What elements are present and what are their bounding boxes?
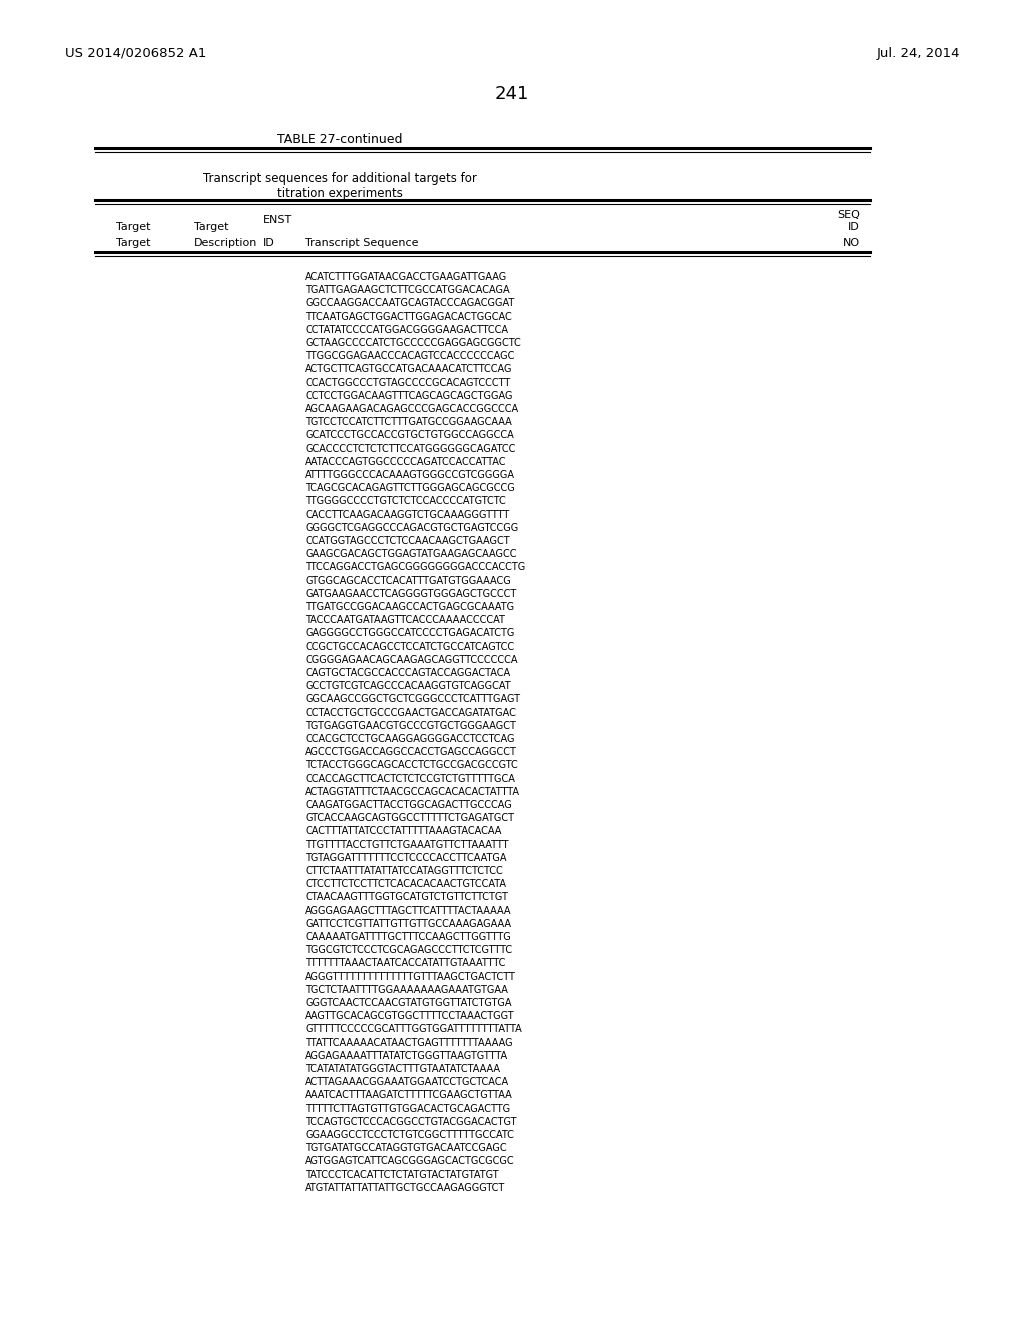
Text: CAGTGCTACGCCACCCAGTACCAGGACTACA: CAGTGCTACGCCACCCAGTACCAGGACTACA (305, 668, 510, 678)
Text: TGTGAGGTGAACGTGCCCGTGCTGGGAAGCT: TGTGAGGTGAACGTGCCCGTGCTGGGAAGCT (305, 721, 516, 731)
Text: CCACCAGCTTCACTCTCTCCGTCTGTTTTTGCA: CCACCAGCTTCACTCTCTCCGTCTGTTTTTGCA (305, 774, 515, 784)
Text: TGCTCTAATTTTGGAAAAAAAGAAATGTGAA: TGCTCTAATTTTGGAAAAAAAGAAATGTGAA (305, 985, 508, 995)
Text: TATCCCTCACATTCTCTATGTACTATGTATGT: TATCCCTCACATTCTCTATGTACTATGTATGT (305, 1170, 499, 1180)
Text: GTCACCAAGCAGTGGCCTTTTTCTGAGATGCT: GTCACCAAGCAGTGGCCTTTTTCTGAGATGCT (305, 813, 514, 824)
Text: GTTTTTCCCCCGCATTTGGTGGATTTTTTTTATTA: GTTTTTCCCCCGCATTTGGTGGATTTTTTTTATTA (305, 1024, 522, 1035)
Text: TTTTTCTTAGTGTTGTGGACACTGCAGACTTG: TTTTTCTTAGTGTTGTGGACACTGCAGACTTG (305, 1104, 510, 1114)
Text: NO: NO (843, 238, 860, 248)
Text: TCATATATATGGGTACTTTGTAATATCTAAAA: TCATATATATGGGTACTTTGTAATATCTAAAA (305, 1064, 500, 1074)
Text: TGTGATATGCCATAGGTGTGACAATCCGAGC: TGTGATATGCCATAGGTGTGACAATCCGAGC (305, 1143, 507, 1154)
Text: CACCTTCAAGACAAGGTCTGCAAAGGGTTTT: CACCTTCAAGACAAGGTCTGCAAAGGGTTTT (305, 510, 509, 520)
Text: TTGGCGGAGAACCCACAGTCCACCCCCCAGC: TTGGCGGAGAACCCACAGTCCACCCCCCAGC (305, 351, 514, 362)
Text: SEQ: SEQ (838, 210, 860, 220)
Text: GATTCCTCGTTATTGTTGTTGCCAAAGAGAAA: GATTCCTCGTTATTGTTGTTGCCAAAGAGAAA (305, 919, 511, 929)
Text: CCTACCTGCTGCCCGAACTGACCAGATATGAC: CCTACCTGCTGCCCGAACTGACCAGATATGAC (305, 708, 516, 718)
Text: ID: ID (263, 238, 274, 248)
Text: TGTCCTCCATCTTCTTTGATGCCGGAAGCAAA: TGTCCTCCATCTTCTTTGATGCCGGAAGCAAA (305, 417, 512, 428)
Text: AATACCCAGTGGCCCCCAGATCCACCATTAC: AATACCCAGTGGCCCCCAGATCCACCATTAC (305, 457, 507, 467)
Text: TTGATGCCGGACAAGCCACTGAGCGCAAATG: TTGATGCCGGACAAGCCACTGAGCGCAAATG (305, 602, 514, 612)
Text: ENST: ENST (263, 215, 292, 224)
Text: CGGGGAGAACAGCAAGAGCAGGTTCCCCCCA: CGGGGAGAACAGCAAGAGCAGGTTCCCCCCA (305, 655, 517, 665)
Text: TTCCAGGACCTGAGCGGGGGGGGACCCACCTG: TTCCAGGACCTGAGCGGGGGGGGACCCACCTG (305, 562, 525, 573)
Text: GTGGCAGCACCTCACATTTGATGTGGAAACG: GTGGCAGCACCTCACATTTGATGTGGAAACG (305, 576, 511, 586)
Text: GAGGGGCCTGGGCCATCCCCTGAGACATCTG: GAGGGGCCTGGGCCATCCCCTGAGACATCTG (305, 628, 514, 639)
Text: ATGTATTATTATTATTGCTGCCAAGAGGGTCT: ATGTATTATTATTATTGCTGCCAAGAGGGTCT (305, 1183, 505, 1193)
Text: ACTAGGTATTTCTAACGCCAGCACACACTATTTA: ACTAGGTATTTCTAACGCCAGCACACACTATTTA (305, 787, 520, 797)
Text: AGCAAGAAGACAGAGCCCGAGCACCGGCCCA: AGCAAGAAGACAGAGCCCGAGCACCGGCCCA (305, 404, 519, 414)
Text: Transcript Sequence: Transcript Sequence (305, 238, 419, 248)
Text: GCATCCCTGCCACCGTGCTGTGGCCAGGCCA: GCATCCCTGCCACCGTGCTGTGGCCAGGCCA (305, 430, 514, 441)
Text: GGGGCTCGAGGCCCAGACGTGCTGAGTCCGG: GGGGCTCGAGGCCCAGACGTGCTGAGTCCGG (305, 523, 518, 533)
Text: CAAGATGGACTTACCTGGCAGACTTGCCCAG: CAAGATGGACTTACCTGGCAGACTTGCCCAG (305, 800, 512, 810)
Text: AGGAGAAAATTTATATCTGGGTTAAGTGTTTA: AGGAGAAAATTTATATCTGGGTTAAGTGTTTA (305, 1051, 508, 1061)
Text: ID: ID (848, 222, 860, 232)
Text: CTTCTAATTTATATTATCCATAGGTTTCTCTCC: CTTCTAATTTATATTATCCATAGGTTTCTCTCC (305, 866, 503, 876)
Text: Target: Target (116, 238, 151, 248)
Text: GATGAAGAACCTCAGGGGTGGGAGCTGCCCT: GATGAAGAACCTCAGGGGTGGGAGCTGCCCT (305, 589, 516, 599)
Text: ACTGCTTCAGTGCCATGACAAACATCTTCCAG: ACTGCTTCAGTGCCATGACAAACATCTTCCAG (305, 364, 512, 375)
Text: ATTTTGGGCCCACAAAGTGGGCCGTCGGGGA: ATTTTGGGCCCACAAAGTGGGCCGTCGGGGA (305, 470, 515, 480)
Text: AAGTTGCACAGCGTGGCTTTTCCTAAACTGGT: AAGTTGCACAGCGTGGCTTTTCCTAAACTGGT (305, 1011, 515, 1022)
Text: CACTTTATTATCCCTATTTTTAAAGTACACAA: CACTTTATTATCCCTATTTTTAAAGTACACAA (305, 826, 502, 837)
Text: TGTAGGATTTTTTTCCTCCCCACCTTCAATGA: TGTAGGATTTTTTTCCTCCCCACCTTCAATGA (305, 853, 507, 863)
Text: AGTGGAGTCATTCAGCGGGAGCACTGCGCGC: AGTGGAGTCATTCAGCGGGAGCACTGCGCGC (305, 1156, 515, 1167)
Text: GCCTGTCGTCAGCCCACAAGGTGTCAGGCAT: GCCTGTCGTCAGCCCACAAGGTGTCAGGCAT (305, 681, 511, 692)
Text: GCTAAGCCCCATCTGCCCCCGAGGAGCGGCTC: GCTAAGCCCCATCTGCCCCCGAGGAGCGGCTC (305, 338, 521, 348)
Text: US 2014/0206852 A1: US 2014/0206852 A1 (65, 48, 207, 59)
Text: titration experiments: titration experiments (278, 187, 402, 201)
Text: CCTATATCCCCATGGACGGGGAAGACTTCCA: CCTATATCCCCATGGACGGGGAAGACTTCCA (305, 325, 508, 335)
Text: CCACTGGCCCTGTAGCCCCGCACAGTCCCTT: CCACTGGCCCTGTAGCCCCGCACAGTCCCTT (305, 378, 510, 388)
Text: CCGCTGCCACAGCCTCCATCTGCCATCAGTCC: CCGCTGCCACAGCCTCCATCTGCCATCAGTCC (305, 642, 514, 652)
Text: CCACGCTCCTGCAAGGAGGGGACCTCCTCAG: CCACGCTCCTGCAAGGAGGGGACCTCCTCAG (305, 734, 514, 744)
Text: 241: 241 (495, 84, 529, 103)
Text: TTGGGGCCCCTGTCTCTCCACCCCATGTCTC: TTGGGGCCCCTGTCTCTCCACCCCATGTCTC (305, 496, 506, 507)
Text: TABLE 27-continued: TABLE 27-continued (278, 133, 402, 147)
Text: TCAGCGCACAGAGTTCTTGGGAGCAGCGCCG: TCAGCGCACAGAGTTCTTGGGAGCAGCGCCG (305, 483, 515, 494)
Text: TGATTGAGAAGCTCTTCGCCATGGACACAGA: TGATTGAGAAGCTCTTCGCCATGGACACAGA (305, 285, 510, 296)
Text: Target: Target (194, 222, 228, 232)
Text: AGCCCTGGACCAGGCCACCTGAGCCAGGCCT: AGCCCTGGACCAGGCCACCTGAGCCAGGCCT (305, 747, 517, 758)
Text: GGAAGGCCTCCCTCTGTCGGCTTTTTGCCATC: GGAAGGCCTCCCTCTGTCGGCTTTTTGCCATC (305, 1130, 514, 1140)
Text: GGGTCAACTCCAACGTATGTGGTTATCTGTGA: GGGTCAACTCCAACGTATGTGGTTATCTGTGA (305, 998, 512, 1008)
Text: Target: Target (116, 222, 151, 232)
Text: Transcript sequences for additional targets for: Transcript sequences for additional targ… (203, 172, 477, 185)
Text: GGCAAGCCGGCTGCTCGGGCCCTCATTTGAGT: GGCAAGCCGGCTGCTCGGGCCCTCATTTGAGT (305, 694, 520, 705)
Text: TTATTCAAAAACATAACTGAGTTTTTTTAAAAG: TTATTCAAAAACATAACTGAGTTTTTTTAAAAG (305, 1038, 513, 1048)
Text: TACCCAATGATAAGTTCACCCAAAACCCCAT: TACCCAATGATAAGTTCACCCAAAACCCCAT (305, 615, 505, 626)
Text: TCTACCTGGGCAGCACCTCTGCCGACGCCGTC: TCTACCTGGGCAGCACCTCTGCCGACGCCGTC (305, 760, 518, 771)
Text: ACTTAGAAACGGAAATGGAATCCTGCTCACA: ACTTAGAAACGGAAATGGAATCCTGCTCACA (305, 1077, 509, 1088)
Text: CTAACAAGTTTGGTGCATGTCTGTTCTTCTGT: CTAACAAGTTTGGTGCATGTCTGTTCTTCTGT (305, 892, 508, 903)
Text: CAAAAATGATTTTGCTTTCCAAGCTTGGTTTG: CAAAAATGATTTTGCTTTCCAAGCTTGGTTTG (305, 932, 511, 942)
Text: TTCAATGAGCTGGACTTGGAGACACTGGCAC: TTCAATGAGCTGGACTTGGAGACACTGGCAC (305, 312, 512, 322)
Text: CCTCCTGGACAAGTTTCAGCAGCAGCTGGAG: CCTCCTGGACAAGTTTCAGCAGCAGCTGGAG (305, 391, 512, 401)
Text: GCACCCCTCTCTCTTCCATGGGGGGCAGATCC: GCACCCCTCTCTCTTCCATGGGGGGCAGATCC (305, 444, 515, 454)
Text: TCCAGTGCTCCCACGGCCTGTACGGACACTGT: TCCAGTGCTCCCACGGCCTGTACGGACACTGT (305, 1117, 516, 1127)
Text: AAATCACTTTAAGATCTTTTTCGAAGCTGTTAA: AAATCACTTTAAGATCTTTTTCGAAGCTGTTAA (305, 1090, 513, 1101)
Text: GGCCAAGGACCAATGCAGTACCCAGACGGAT: GGCCAAGGACCAATGCAGTACCCAGACGGAT (305, 298, 514, 309)
Text: CTCCTTCTCCTTCTCACACACAACTGTCCATA: CTCCTTCTCCTTCTCACACACAACTGTCCATA (305, 879, 506, 890)
Text: CCATGGTAGCCCTCTCCAACAAGCTGAAGCT: CCATGGTAGCCCTCTCCAACAAGCTGAAGCT (305, 536, 510, 546)
Text: Description: Description (194, 238, 257, 248)
Text: AGGGTTTTTTTTTTTTTTGTTTAAGCTGACTCTT: AGGGTTTTTTTTTTTTTTGTTTAAGCTGACTCTT (305, 972, 516, 982)
Text: TTTTTTTAAACTAATCACCATATTGTAAATTTC: TTTTTTTAAACTAATCACCATATTGTAAATTTC (305, 958, 506, 969)
Text: Jul. 24, 2014: Jul. 24, 2014 (877, 48, 961, 59)
Text: TTGTTTTACCTGTTCTGAAATGTTCTTAAATTT: TTGTTTTACCTGTTCTGAAATGTTCTTAAATTT (305, 840, 509, 850)
Text: AGGGAGAAGCTTTAGCTTCATTTTACTAAAAA: AGGGAGAAGCTTTAGCTTCATTTTACTAAAAA (305, 906, 512, 916)
Text: TGGCGTCTCCCTCGCAGAGCCCTTCTCGTTTC: TGGCGTCTCCCTCGCAGAGCCCTTCTCGTTTC (305, 945, 512, 956)
Text: ACATCTTTGGATAACGACCTGAAGATTGAAG: ACATCTTTGGATAACGACCTGAAGATTGAAG (305, 272, 507, 282)
Text: GAAGCGACAGCTGGAGTATGAAGAGCAAGCC: GAAGCGACAGCTGGAGTATGAAGAGCAAGCC (305, 549, 516, 560)
